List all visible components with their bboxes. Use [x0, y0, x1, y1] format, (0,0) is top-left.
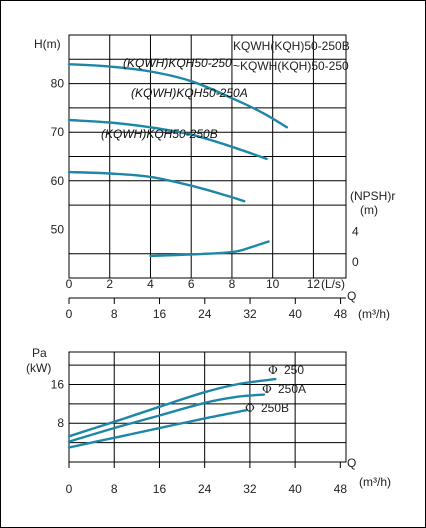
head-tick-label: 80	[51, 77, 65, 91]
power-plot-frame	[68, 351, 347, 463]
power-flow-unit: (m³/h)	[359, 475, 391, 489]
head-curve-label: (KQWH)KQH50-250	[123, 56, 232, 70]
head-tick-label: 60	[51, 174, 65, 188]
flow-ls-unit: (L/s)	[321, 277, 345, 291]
flow-m3h-tick-label: 32	[243, 307, 257, 321]
power-curve-phi: Φ	[262, 382, 272, 396]
npsh-unit-label: (m)	[360, 203, 378, 217]
flow-ls-tick-label: 0	[66, 277, 73, 291]
flow-ls-tick-label: 2	[106, 277, 113, 291]
flow-ls-tick-label: 10	[266, 277, 280, 291]
power-flow-tick-label: 32	[243, 482, 257, 496]
top-border	[1, 0, 426, 1]
power-unit-label: (kW)	[26, 361, 51, 375]
head-tick-label: 70	[51, 125, 65, 139]
npsh-tick-label: 4	[352, 225, 359, 239]
chart-title-line-2: ~KQWH(KQH)50-250	[233, 59, 349, 73]
flow-m3h-unit: (m³/h)	[358, 307, 390, 321]
flow-ls-tick-label: 8	[229, 277, 236, 291]
power-curve-label: 250	[284, 363, 304, 377]
head-curve	[67, 118, 268, 161]
flow-m3h-tick-label: 24	[198, 307, 212, 321]
power-flow-tick-label: 16	[153, 482, 167, 496]
power-flow-tick-label: 0	[66, 482, 73, 496]
flow-m3h-tick-label: 48	[334, 307, 348, 321]
power-flow-axis-q: Q	[347, 456, 356, 470]
npsh-curve	[149, 240, 270, 258]
power-flow-tick-label: 8	[111, 482, 118, 496]
flow-ls-tick-label: 4	[147, 277, 154, 291]
power-curve-label: 250A	[278, 382, 306, 396]
power-curve-phi: Φ	[268, 363, 278, 377]
npsh-tick-label: 0	[352, 255, 359, 269]
head-tick-label: 50	[51, 222, 65, 236]
head-curve-label: (KQWH)KQH50-250B	[101, 127, 218, 141]
power-flow-tick-label: 40	[288, 482, 302, 496]
flow-m3h-tick-label: 0	[66, 307, 73, 321]
power-curve-label: 250B	[261, 401, 289, 415]
flow-m3h-tick-label: 8	[111, 307, 118, 321]
power-tick-label: 8	[57, 416, 64, 430]
power-tick-label: 16	[51, 377, 65, 391]
flow-m3h-tick-label: 40	[289, 307, 303, 321]
head-curve	[67, 63, 289, 129]
flow-ls-tick-label: 12	[307, 277, 321, 291]
power-curve-phi: Φ	[245, 401, 255, 415]
power-curve	[67, 408, 249, 449]
flow-axis-q: Q	[347, 289, 356, 303]
flow-m3h-tick-label: 16	[153, 307, 167, 321]
npsh-axis-label: (NPSH)r	[350, 189, 395, 203]
flow-ls-tick-label: 6	[188, 277, 195, 291]
power-curve	[67, 377, 277, 438]
head-axis-label: H(m)	[34, 37, 61, 51]
head-curve-label: (KQWH)KQH50-250A	[131, 86, 248, 100]
power-flow-tick-label: 48	[334, 482, 348, 496]
power-flow-tick-label: 24	[198, 482, 212, 496]
power-curve	[67, 393, 266, 443]
head-curve	[67, 170, 246, 203]
chart-title-line-1: KQWH(KQH)50-250B	[233, 39, 350, 53]
power-axis-label: Pa	[32, 346, 47, 360]
